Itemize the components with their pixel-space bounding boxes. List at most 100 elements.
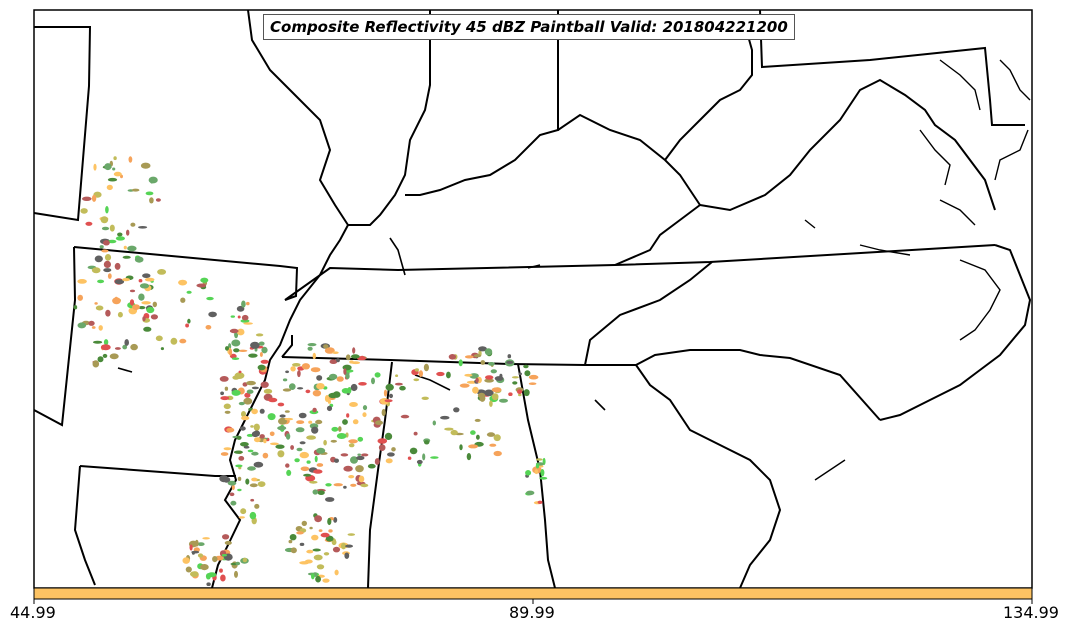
paintball-speckle <box>241 415 250 421</box>
paintball-speckle <box>413 431 418 436</box>
paintball-speckle <box>361 453 369 457</box>
paintball-speckle <box>394 382 403 386</box>
paintball-speckle <box>128 156 133 163</box>
paintball-speckle <box>528 374 539 380</box>
paintball-speckle <box>270 442 279 446</box>
paintball-speckle <box>324 347 335 354</box>
paintball-speckle <box>315 419 323 425</box>
paintball-speckle <box>453 407 460 413</box>
paintball-speckle <box>331 539 337 546</box>
paintball-speckle <box>106 184 113 191</box>
paintball-speckle <box>97 356 104 363</box>
paintball-speckle <box>244 392 251 398</box>
paintball-speckle <box>284 417 294 421</box>
paintball-speckle <box>219 475 229 483</box>
paintball-speckle <box>472 386 479 394</box>
paintball-speckle <box>103 268 112 273</box>
paintball-speckle <box>534 469 539 475</box>
paintball-speckle <box>371 377 375 385</box>
paintball-speckle <box>282 378 288 382</box>
paintball-speckle <box>347 533 355 536</box>
paintball-speckle <box>464 373 473 377</box>
paintball-speckle <box>238 401 245 406</box>
paintball-speckle <box>268 397 278 403</box>
paintball-speckle <box>312 489 319 495</box>
paintball-speckle <box>114 279 125 285</box>
paintball-speckle <box>155 335 163 342</box>
paintball-speckle <box>349 360 354 364</box>
paintball-speckle <box>523 364 529 369</box>
paintball-speckle <box>107 273 112 279</box>
paintball-speckle <box>362 405 368 411</box>
paintball-speckle <box>288 539 293 544</box>
paintball-speckle <box>381 408 386 417</box>
paintball-speckle <box>312 352 316 360</box>
paintball-speckle <box>338 426 342 432</box>
paintball-speckle <box>535 458 543 461</box>
paintball-speckle <box>224 410 231 414</box>
paintball-speckle <box>424 440 430 445</box>
paintball-speckle <box>243 322 253 325</box>
paintball-speckle <box>246 433 254 437</box>
paintball-speckle <box>122 344 128 350</box>
paintball-speckle <box>253 461 264 468</box>
paintball-speckle <box>535 463 540 469</box>
paintball-speckle <box>352 347 356 354</box>
paintball-speckle <box>360 483 369 488</box>
paintball-speckle <box>114 262 121 270</box>
paintball-speckle <box>122 255 131 259</box>
paintball-speckle <box>325 535 334 542</box>
paintball-speckle <box>185 323 190 328</box>
paintball-speckle <box>491 387 502 393</box>
paintball-speckle <box>241 411 246 418</box>
paintball-speckle <box>475 377 479 383</box>
paintball-speckle <box>279 414 286 418</box>
paintball-speckle <box>82 196 92 201</box>
paintball-speckle <box>343 465 353 472</box>
paintball-speckle <box>93 163 97 171</box>
paintball-speckle <box>507 354 512 359</box>
paintball-speckle <box>332 351 339 355</box>
paintball-speckle <box>205 573 211 580</box>
paintball-speckle <box>132 304 140 310</box>
paintball-speckle <box>85 221 93 226</box>
paintball-speckle <box>418 370 423 377</box>
paintball-speckle <box>285 463 290 468</box>
paintball-speckle <box>263 388 273 394</box>
paintball-speckle <box>341 542 346 550</box>
paintball-speckle <box>313 554 323 561</box>
paintball-speckle <box>314 455 318 463</box>
paintball-speckle <box>343 485 347 489</box>
paintball-speckle <box>146 306 155 314</box>
paintball-speckle <box>250 425 254 428</box>
paintball-speckle <box>205 325 212 330</box>
paintball-speckle <box>358 475 365 483</box>
paintball-speckle <box>316 564 325 570</box>
paintball-speckle <box>358 382 367 386</box>
paintball-speckle <box>314 515 322 523</box>
paintball-speckle <box>478 346 487 352</box>
paintball-speckle <box>357 453 362 456</box>
paintball-speckle <box>92 360 100 368</box>
paintball-speckle <box>327 399 331 404</box>
state-borders <box>33 9 1032 589</box>
paintball-speckle <box>113 156 117 161</box>
paintball-speckle <box>228 348 233 356</box>
paintball-speckle <box>537 500 543 504</box>
paintball-speckle <box>129 289 136 293</box>
paintball-speckle <box>499 398 508 403</box>
paintball-speckle <box>322 578 330 583</box>
paintball-speckle <box>331 426 339 432</box>
paintball-speckle <box>140 162 151 169</box>
paintball-speckle <box>93 340 103 344</box>
paintball-speckle <box>240 442 249 447</box>
paintball-speckle <box>320 532 330 538</box>
paintball-speckle <box>144 277 155 282</box>
paintball-speckle <box>150 314 158 320</box>
paintball-speckle <box>343 368 347 375</box>
paintball-speckle <box>464 355 474 359</box>
paintball-speckle <box>506 360 514 364</box>
paintball-speckle <box>94 255 103 263</box>
paintball-speckle <box>170 337 178 345</box>
paintball-speckle <box>114 347 121 350</box>
